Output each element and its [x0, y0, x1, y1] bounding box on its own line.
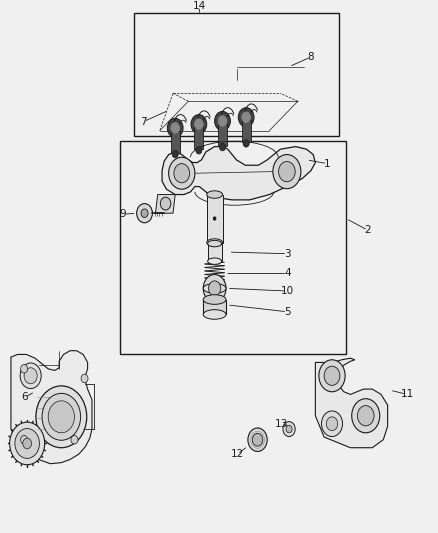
Circle shape	[10, 422, 45, 465]
Circle shape	[242, 112, 251, 123]
Circle shape	[160, 197, 171, 210]
Ellipse shape	[203, 295, 226, 304]
Text: 5: 5	[284, 307, 291, 317]
Circle shape	[174, 164, 190, 183]
Circle shape	[191, 115, 207, 134]
Circle shape	[172, 150, 178, 158]
Text: 9: 9	[119, 209, 126, 219]
Polygon shape	[11, 351, 92, 464]
Bar	[208, 244, 222, 261]
Bar	[242, 120, 251, 142]
Text: 14: 14	[193, 2, 206, 11]
Bar	[203, 300, 226, 314]
Text: 2: 2	[364, 225, 371, 235]
Ellipse shape	[208, 258, 222, 264]
Circle shape	[219, 143, 226, 151]
Circle shape	[141, 209, 148, 217]
Bar	[207, 195, 223, 243]
Ellipse shape	[207, 191, 223, 198]
Circle shape	[283, 422, 295, 437]
Bar	[218, 124, 227, 146]
Circle shape	[243, 140, 249, 147]
Text: 8: 8	[307, 52, 314, 62]
Circle shape	[23, 438, 32, 449]
Circle shape	[352, 399, 380, 433]
Polygon shape	[315, 358, 388, 448]
Text: 11: 11	[401, 390, 414, 399]
Circle shape	[20, 363, 41, 389]
Circle shape	[15, 429, 39, 458]
Circle shape	[203, 274, 226, 302]
Circle shape	[238, 108, 254, 127]
Circle shape	[169, 157, 195, 189]
Circle shape	[21, 435, 28, 444]
Ellipse shape	[208, 240, 222, 247]
Text: 10: 10	[281, 286, 294, 296]
Circle shape	[273, 155, 301, 189]
Circle shape	[208, 281, 221, 296]
Circle shape	[319, 360, 345, 392]
Circle shape	[248, 428, 267, 451]
Ellipse shape	[203, 284, 226, 293]
Text: 6: 6	[21, 392, 28, 402]
Circle shape	[357, 406, 374, 426]
Text: 3: 3	[284, 249, 291, 259]
Bar	[134, 13, 339, 136]
Bar	[194, 127, 203, 149]
Ellipse shape	[203, 310, 226, 319]
Circle shape	[218, 116, 227, 126]
Circle shape	[36, 386, 87, 448]
Text: 13: 13	[275, 419, 288, 429]
Circle shape	[324, 366, 340, 385]
Circle shape	[42, 393, 81, 440]
Polygon shape	[162, 147, 315, 200]
Circle shape	[48, 401, 74, 433]
Text: 7: 7	[140, 117, 147, 126]
Text: 12: 12	[231, 449, 244, 459]
Circle shape	[321, 411, 343, 437]
Text: 4: 4	[284, 269, 291, 278]
Circle shape	[171, 123, 180, 133]
Circle shape	[137, 204, 152, 223]
Circle shape	[215, 111, 230, 131]
Circle shape	[167, 118, 183, 138]
Circle shape	[213, 216, 216, 221]
Bar	[120, 141, 346, 354]
Circle shape	[194, 119, 203, 130]
Ellipse shape	[207, 239, 223, 246]
Polygon shape	[155, 195, 175, 213]
Text: 1: 1	[324, 159, 331, 168]
Circle shape	[252, 433, 263, 446]
Circle shape	[279, 161, 295, 182]
Bar	[171, 131, 180, 153]
Circle shape	[196, 147, 202, 154]
Circle shape	[24, 368, 37, 384]
Circle shape	[71, 435, 78, 444]
Circle shape	[81, 374, 88, 383]
Circle shape	[21, 365, 28, 373]
Circle shape	[286, 425, 292, 433]
Circle shape	[326, 417, 338, 431]
